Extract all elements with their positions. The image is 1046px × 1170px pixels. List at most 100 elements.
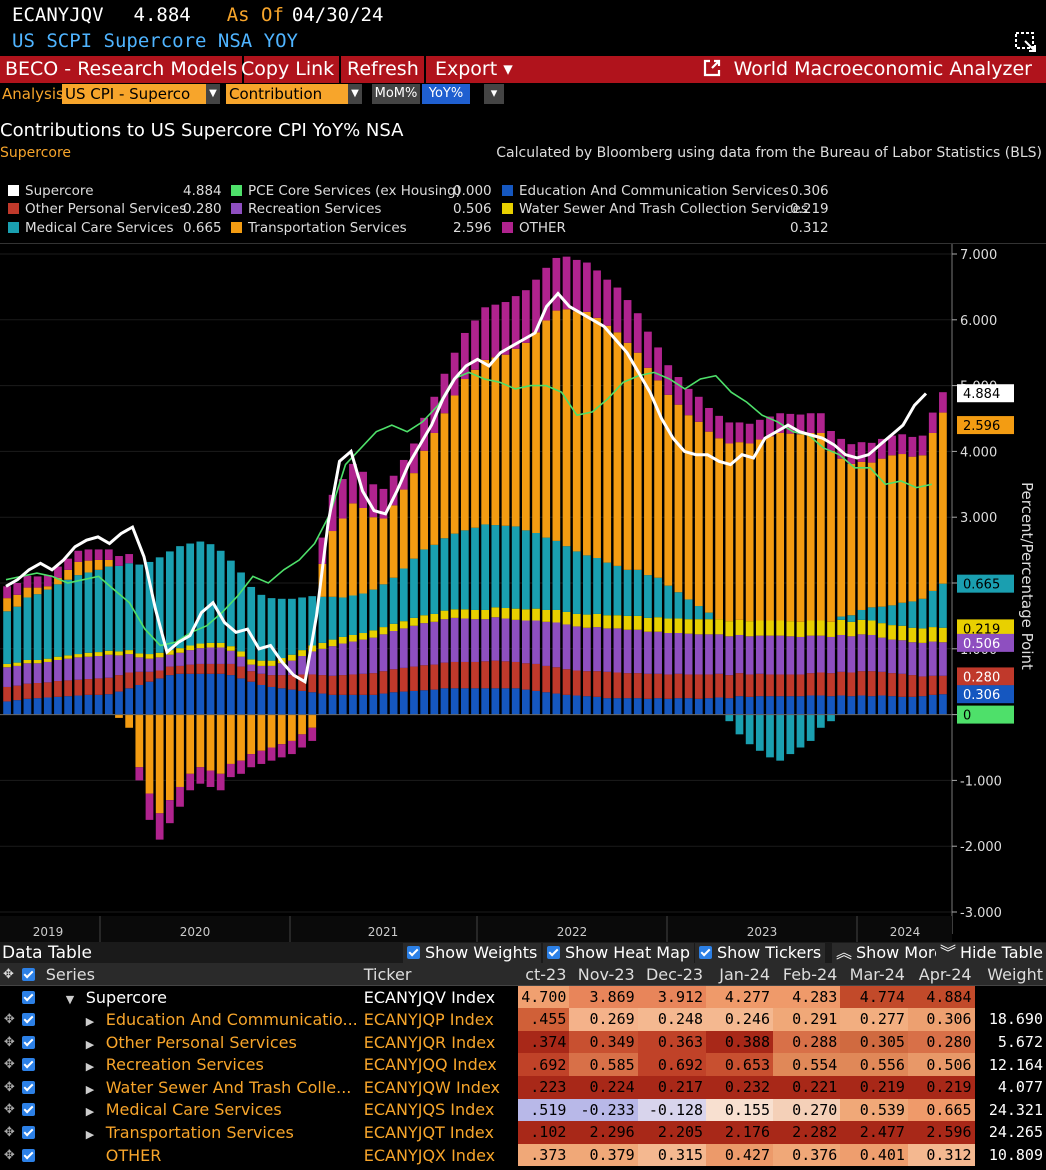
value-cell[interactable]: 0.248 (637, 1008, 707, 1031)
move-handle-icon[interactable]: ✥ (3, 1057, 15, 1073)
value-cell[interactable]: 0.315 (637, 1143, 707, 1167)
as-of-date[interactable]: 04/30/24 (291, 4, 384, 26)
col-header-nov23[interactable]: Nov-23 (569, 963, 638, 987)
table-row[interactable]: ✥ ▶ Other Personal Services ECANYJQR Index.… (0, 1030, 1046, 1054)
mode-dropdown[interactable]: Contribution ▼ (226, 84, 362, 104)
ticker-cell[interactable]: ECANYJQT Index (363, 1122, 494, 1142)
value-cell[interactable]: 0.270 (773, 1098, 841, 1122)
col-header-ticker[interactable]: Ticker (360, 963, 519, 987)
value-cell[interactable]: 2.205 (637, 1121, 707, 1144)
menu-copy-link[interactable]: Copy Link (236, 56, 342, 83)
table-row[interactable]: ✥ ▶ Medical Care Services ECANYJQS Index .51… (0, 1098, 1046, 1122)
value-cell[interactable]: 0.692 (637, 1053, 707, 1076)
row-checkbox[interactable] (19, 1008, 43, 1031)
value-cell[interactable]: 0.665 (907, 1098, 975, 1122)
value-cell[interactable]: .519 (518, 1098, 570, 1122)
value-cell[interactable]: 0.219 (840, 1075, 908, 1099)
value-cell[interactable]: 0.224 (569, 1075, 638, 1099)
legend-item-recreation[interactable]: Recreation Services 0.506 (231, 200, 492, 218)
table-row[interactable]: ▼ Supercore ECANYJQV Index 4.700 3.869 3.912 4… (0, 985, 1046, 1009)
value-cell[interactable]: 0.280 (907, 1030, 975, 1054)
caret-right-icon[interactable]: ▶ (85, 1105, 95, 1119)
series-cell[interactable]: ▶ Other Personal Services (43, 1031, 361, 1054)
row-checkbox[interactable] (19, 1144, 43, 1167)
ticker-cell[interactable]: ECANYJQQ Index (363, 1055, 497, 1075)
mom-toggle[interactable]: MoM% (372, 84, 420, 104)
col-header-apr24[interactable]: Apr-24 (907, 963, 975, 987)
move-handle-icon[interactable] (0, 986, 19, 1009)
value-cell[interactable]: .692 (518, 1053, 570, 1076)
ticker-cell[interactable]: ECANYJQS Index (363, 1100, 495, 1120)
value-cell[interactable]: 0.246 (706, 1008, 774, 1031)
caret-right-icon[interactable]: ▶ (85, 1060, 95, 1074)
value-cell[interactable]: 0.232 (706, 1075, 774, 1099)
series-cell[interactable]: ▶ Education And Communicatio... (43, 1008, 361, 1031)
show-weights-toggle[interactable]: Show Weights (403, 943, 542, 963)
legend-item-supercore[interactable]: Supercore 4.884 (8, 182, 222, 200)
row-checkbox[interactable] (19, 1031, 43, 1054)
contribution-chart[interactable]: 7.0006.0005.0004.0003.0002.0001.0000-1.0… (0, 244, 1046, 942)
value-cell[interactable]: .102 (518, 1121, 570, 1144)
value-cell[interactable]: 3.912 (637, 985, 707, 1009)
app-name-link[interactable]: World Macroeconomic Analyzer (702, 56, 1032, 83)
table-row[interactable]: ✥ ▶ Recreation Services ECANYJQQ Index .692 0… (0, 1053, 1046, 1076)
caret-right-icon[interactable]: ▶ (85, 1037, 95, 1051)
legend-item-other[interactable]: OTHER 0.312 (502, 219, 829, 237)
value-cell[interactable]: 0.556 (840, 1053, 908, 1076)
value-cell[interactable]: 0.291 (773, 1008, 841, 1031)
value-cell[interactable]: 3.869 (569, 985, 638, 1009)
row-checkbox[interactable] (19, 1076, 43, 1099)
legend-item-other-personal[interactable]: Other Personal Services 0.280 (8, 200, 222, 218)
move-handle-icon[interactable]: ✥ (3, 1079, 15, 1095)
ticker-cell[interactable]: ECANYJQW Index (363, 1077, 500, 1097)
value-cell[interactable]: 0.288 (773, 1030, 841, 1054)
legend-item-education[interactable]: Education And Communication Services 0.30… (502, 182, 829, 200)
value-cell[interactable]: 4.774 (840, 985, 908, 1009)
caret-right-icon[interactable]: ▶ (85, 1082, 95, 1096)
value-cell[interactable]: 0.585 (569, 1053, 638, 1076)
col-header-weight[interactable]: Weight (974, 963, 1046, 987)
value-cell[interactable]: 4.700 (518, 985, 570, 1009)
analysis-dropdown[interactable]: US CPI - Superco ▼ (62, 84, 220, 104)
series-cell[interactable]: ▶ Water Sewer And Trash Colle... (43, 1076, 361, 1099)
table-row[interactable]: ✥ ▶ Water Sewer And Trash Colle... ECANYJQW… (0, 1075, 1046, 1099)
value-cell[interactable]: 0.427 (706, 1143, 774, 1167)
series-cell[interactable]: ▶ Medical Care Services (43, 1099, 361, 1122)
legend-item-transportation[interactable]: Transportation Services 2.596 (231, 219, 492, 237)
value-cell[interactable]: 0.221 (773, 1075, 841, 1099)
move-handle-icon[interactable]: ✥ (3, 1147, 15, 1163)
value-cell[interactable]: 0.653 (706, 1053, 774, 1076)
caret-right-icon[interactable]: ▶ (85, 1127, 95, 1141)
value-cell[interactable]: 0.506 (907, 1053, 975, 1076)
options-menu-icon[interactable]: ▾ (484, 84, 504, 104)
value-cell[interactable]: .373 (518, 1143, 570, 1167)
value-cell[interactable]: 0.277 (840, 1008, 908, 1031)
value-cell[interactable]: .374 (518, 1030, 570, 1054)
col-header-dec23[interactable]: Dec-23 (637, 963, 707, 987)
row-checkbox[interactable] (19, 1099, 43, 1122)
value-cell[interactable]: .223 (518, 1075, 570, 1099)
value-cell[interactable]: 2.176 (706, 1121, 774, 1144)
value-cell[interactable]: 0.312 (907, 1143, 975, 1167)
value-cell[interactable]: 4.277 (706, 985, 774, 1009)
value-cell[interactable]: 4.884 (907, 985, 975, 1009)
move-handle-icon[interactable]: ✥ (3, 1011, 15, 1027)
value-cell[interactable]: 0.388 (706, 1030, 774, 1054)
value-cell[interactable]: 4.283 (773, 985, 841, 1009)
series-cell[interactable]: ▶ Recreation Services (43, 1053, 361, 1076)
hide-table-button[interactable]: ︾ Hide Table (936, 943, 1046, 963)
value-cell[interactable]: 2.282 (773, 1121, 841, 1144)
series-cell[interactable]: ▼ Supercore (43, 986, 361, 1009)
yoy-toggle[interactable]: YoY% (422, 84, 470, 104)
value-cell[interactable]: -0.128 (637, 1098, 707, 1122)
value-cell[interactable]: 0.305 (840, 1030, 908, 1054)
value-cell[interactable]: 0.219 (907, 1075, 975, 1099)
row-checkbox[interactable] (19, 1121, 43, 1144)
col-header-oct23[interactable]: ct-23 (518, 963, 570, 987)
value-cell[interactable]: 2.477 (840, 1121, 908, 1144)
caret-right-icon[interactable]: ▶ (85, 1014, 95, 1028)
ticker-cell[interactable]: ECANYJQV Index (363, 987, 496, 1007)
menu-export[interactable]: Export ▾ (435, 58, 513, 80)
value-cell[interactable]: -0.233 (569, 1098, 638, 1122)
move-handle-icon[interactable]: ✥ (3, 1034, 15, 1050)
